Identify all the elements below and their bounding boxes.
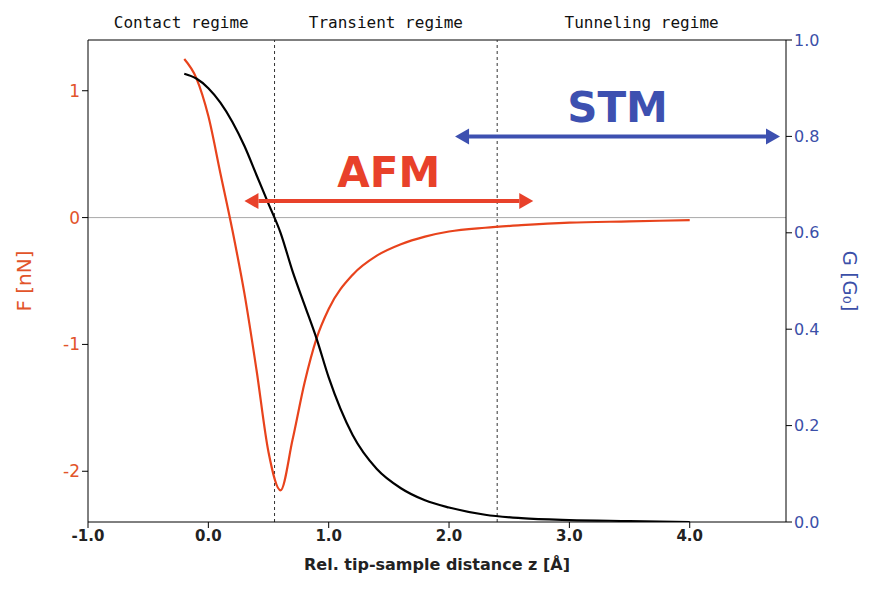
svg-text:0.0: 0.0 — [195, 527, 222, 545]
svg-text:Transient regime: Transient regime — [309, 13, 463, 32]
svg-text:STM: STM — [567, 83, 668, 132]
svg-text:Contact regime: Contact regime — [114, 13, 249, 32]
svg-text:0: 0 — [69, 208, 80, 228]
svg-text:G [G₀]: G [G₀] — [838, 251, 862, 312]
svg-text:1.0: 1.0 — [315, 527, 342, 545]
svg-text:0.8: 0.8 — [794, 127, 819, 146]
svg-text:0.2: 0.2 — [794, 416, 819, 435]
svg-text:4.0: 4.0 — [676, 527, 703, 545]
svg-text:0.0: 0.0 — [794, 513, 819, 532]
svg-text:AFM: AFM — [337, 148, 440, 197]
svg-text:2.0: 2.0 — [436, 527, 463, 545]
svg-text:-2: -2 — [63, 461, 80, 481]
svg-text:-1.0: -1.0 — [72, 527, 105, 545]
svg-text:Rel. tip-sample distance z [Å]: Rel. tip-sample distance z [Å] — [304, 555, 570, 574]
svg-text:0.4: 0.4 — [794, 320, 819, 339]
svg-text:Tunneling regime: Tunneling regime — [565, 13, 719, 32]
svg-text:1: 1 — [69, 81, 80, 101]
svg-text:F [nN]: F [nN] — [12, 250, 36, 311]
svg-text:3.0: 3.0 — [556, 527, 583, 545]
svg-text:-1: -1 — [63, 334, 80, 354]
svg-text:1.0: 1.0 — [794, 31, 819, 50]
svg-text:0.6: 0.6 — [794, 223, 819, 242]
